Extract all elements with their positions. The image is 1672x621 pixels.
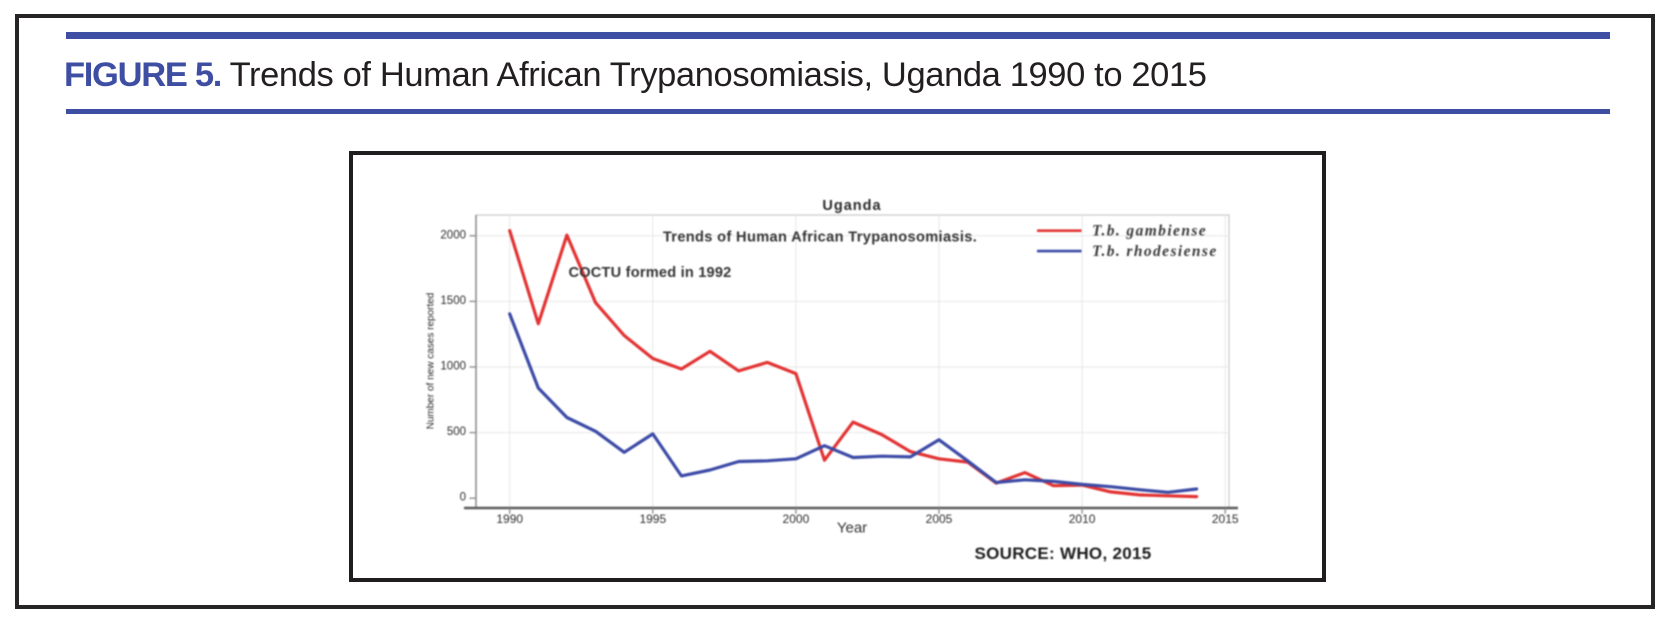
- svg-text:T.b. rhodesiense: T.b. rhodesiense: [1092, 243, 1218, 260]
- svg-text:Trends of Human African Trypan: Trends of Human African Trypanosomiasis.: [663, 230, 977, 246]
- svg-text:T.b. gambiense: T.b. gambiense: [1092, 223, 1207, 240]
- svg-text:Year: Year: [837, 520, 867, 537]
- svg-text:2010: 2010: [1069, 512, 1096, 526]
- svg-text:500: 500: [447, 426, 466, 438]
- svg-text:2005: 2005: [926, 512, 953, 526]
- svg-text:Number of new cases reported: Number of new cases reported: [426, 293, 437, 430]
- svg-text:2015: 2015: [1212, 512, 1239, 526]
- svg-text:1000: 1000: [440, 361, 466, 373]
- svg-text:0: 0: [460, 492, 466, 504]
- svg-text:2000: 2000: [440, 229, 466, 241]
- svg-text:1990: 1990: [496, 512, 523, 526]
- svg-text:COCTU formed in 1992: COCTU formed in 1992: [569, 265, 732, 281]
- svg-text:Uganda: Uganda: [822, 198, 881, 214]
- svg-text:SOURCE: WHO, 2015: SOURCE: WHO, 2015: [974, 544, 1151, 563]
- svg-text:1995: 1995: [639, 512, 666, 526]
- svg-text:1500: 1500: [440, 295, 466, 307]
- svg-text:2000: 2000: [783, 512, 810, 526]
